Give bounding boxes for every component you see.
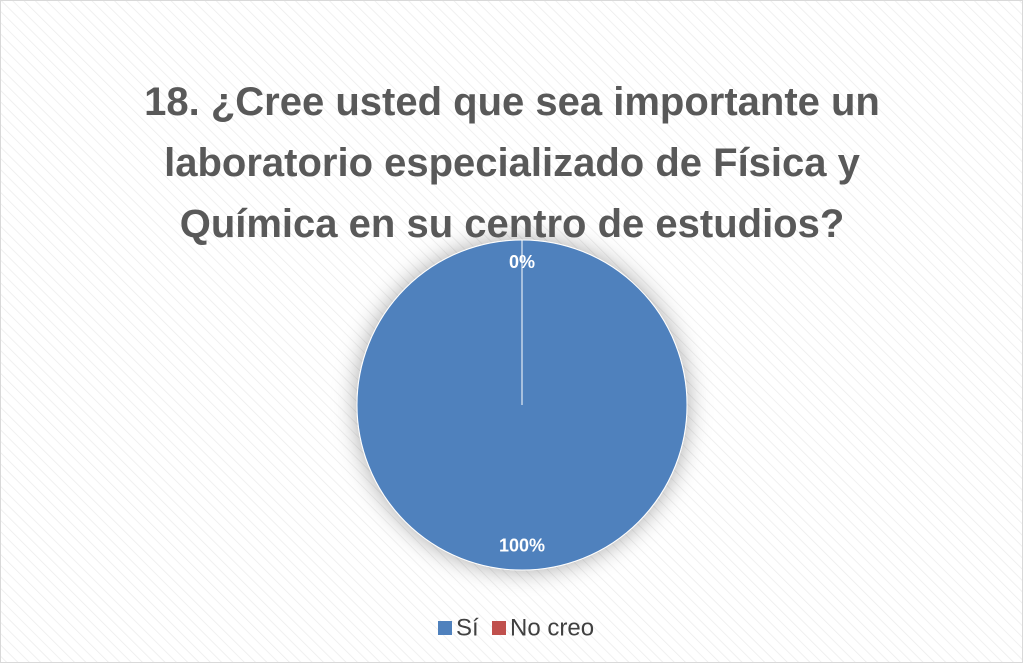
chart-title: 18. ¿Cree usted que sea importante un la… xyxy=(144,80,880,246)
data-label: 0% xyxy=(509,252,535,272)
pie xyxy=(356,239,688,571)
data-label: 100% xyxy=(499,536,545,556)
legend-swatch xyxy=(438,621,452,635)
legend: Sí No creo xyxy=(438,614,594,641)
legend-label: No creo xyxy=(510,614,594,641)
legend-label: Sí xyxy=(456,614,479,641)
legend-swatch xyxy=(492,621,506,635)
data-labels: 100% 0% xyxy=(499,252,545,556)
